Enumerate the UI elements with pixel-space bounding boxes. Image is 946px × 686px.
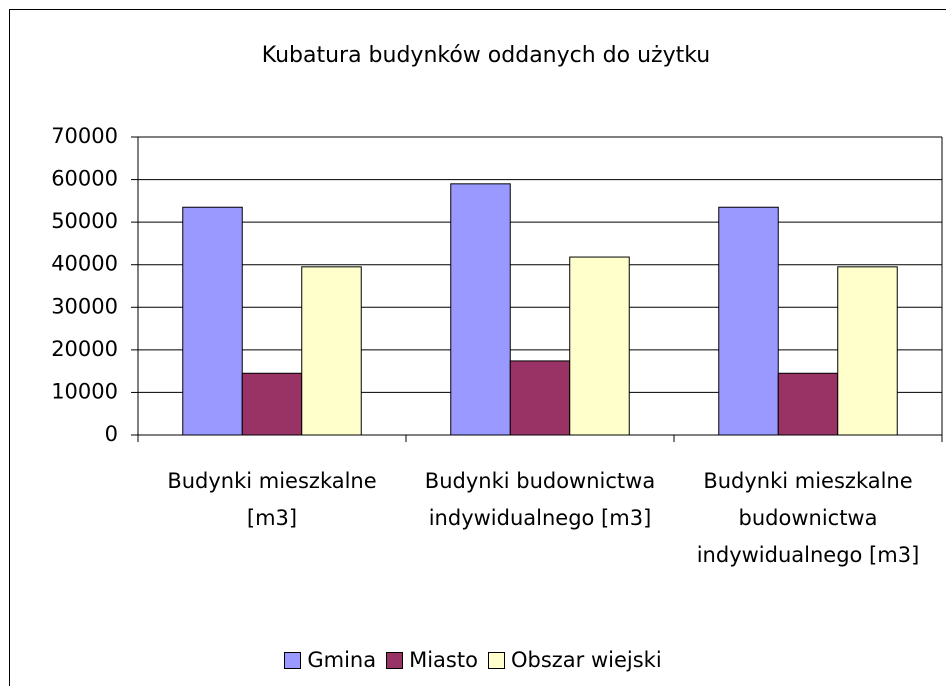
bar	[777, 372, 839, 436]
bar	[569, 256, 630, 436]
legend-swatch	[386, 651, 404, 669]
chart-border	[9, 9, 946, 686]
legend-item: Miasto	[386, 648, 478, 672]
legend-label: Obszar wiejski	[510, 648, 662, 672]
y-tick-label: 0	[105, 422, 118, 446]
bar	[450, 183, 511, 436]
y-tick-label: 20000	[51, 337, 118, 361]
y-tick-label: 70000	[51, 124, 118, 148]
legend-swatch	[487, 651, 505, 669]
bar	[241, 372, 303, 436]
x-tick-label: Budynki mieszkalne [m3]	[167, 469, 377, 530]
bar	[301, 266, 362, 436]
legend-label: Miasto	[409, 648, 478, 672]
x-tick-label: Budynki mieszkalne budownictwa indywidua…	[696, 469, 920, 567]
bar	[837, 266, 898, 436]
legend-swatch	[284, 651, 302, 669]
y-tick-label: 50000	[51, 209, 118, 233]
y-tick-label: 30000	[51, 294, 118, 318]
bar	[718, 206, 779, 436]
legend-label: Gmina	[307, 648, 377, 672]
y-tick-label: 40000	[51, 252, 118, 276]
bar	[182, 206, 243, 436]
x-tick-label: Budynki budownictwa indywidualnego [m3]	[424, 469, 656, 530]
legend-item: Obszar wiejski	[487, 648, 662, 672]
legend: Gmina Miasto Obszar wiejski	[0, 648, 946, 672]
y-tick-label: 10000	[51, 379, 118, 403]
y-tick-label: 60000	[51, 167, 118, 191]
legend-item: Gmina	[284, 648, 376, 672]
chart-title: Kubatura budynków oddanych do użytku	[262, 43, 710, 68]
bar	[509, 360, 571, 436]
